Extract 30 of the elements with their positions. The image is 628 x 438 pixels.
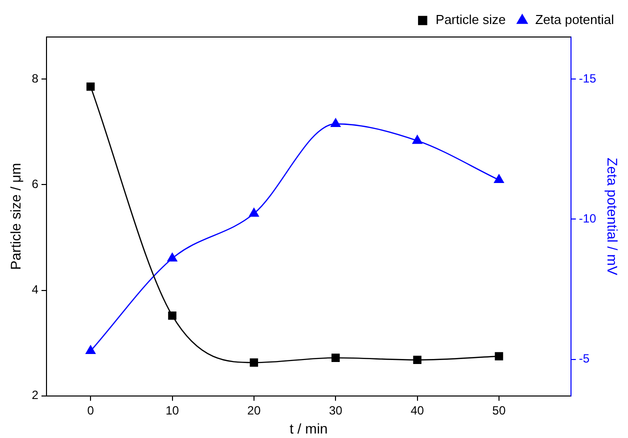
x-tick-label: 30 (328, 403, 343, 418)
y-tick-label: 8 (32, 72, 39, 86)
point (168, 311, 176, 320)
point (494, 352, 504, 360)
point (412, 135, 422, 144)
y2-tick-label: -10 (578, 212, 597, 226)
y-tick-label: 2 (32, 388, 39, 402)
point (250, 358, 258, 367)
point (331, 354, 340, 362)
point (249, 208, 259, 217)
x-tick-label: 0 (87, 403, 94, 418)
x-tick-label: 10 (166, 403, 180, 418)
y2-axis-title: Zeta potential / mV (604, 158, 621, 276)
x-tick-label: 50 (492, 403, 506, 418)
y-tick-label: 6 (32, 177, 39, 192)
y-axis-title: Particle size / μm (7, 162, 24, 270)
point (330, 118, 341, 127)
legend-label: Particle size (436, 12, 506, 28)
point (86, 345, 96, 354)
y2-tick-label: -15 (578, 71, 597, 86)
x-tick-label: 40 (410, 403, 424, 418)
point (494, 174, 504, 184)
point (167, 252, 178, 262)
x-axis-title: t / min (290, 420, 328, 436)
y2-tick-label: -5 (578, 352, 590, 366)
point (86, 82, 95, 91)
legend-label: Zeta potential (535, 12, 614, 28)
y-tick-label: 4 (32, 282, 39, 297)
point (413, 356, 422, 364)
x-tick-label: 20 (247, 403, 261, 418)
